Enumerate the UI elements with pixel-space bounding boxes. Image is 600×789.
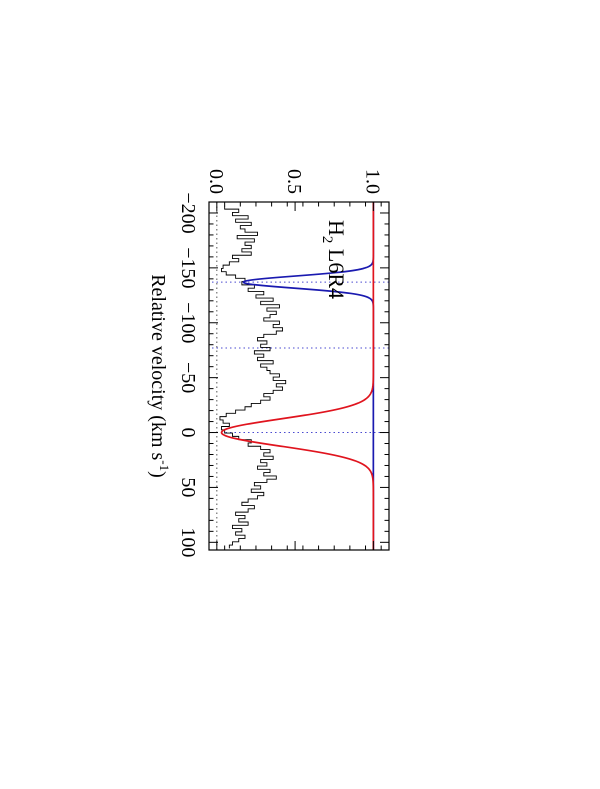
x-axis-label-close: ): [147, 471, 169, 478]
x-tick-label: 100: [177, 527, 199, 557]
y-tick-label: 1.0: [361, 169, 383, 194]
model-profile-line-1: [242, 202, 375, 550]
x-axis-label: Relative velocity (km s-1): [147, 274, 172, 478]
x-tick-label: 50: [177, 477, 199, 497]
plot-lines: [209, 202, 389, 550]
y-tick-label: 0.5: [283, 169, 305, 194]
plot-frame: [208, 201, 390, 551]
x-tick-label: −200: [177, 192, 199, 233]
annotation-subscript: 2: [319, 236, 335, 244]
x-axis-label-text: Relative velocity (km s: [147, 274, 169, 460]
rotated-plot-group: −200 −150 −100 −50 0 50 100 0.0 0.5 1.0 H2 L6R4 R…: [147, 169, 390, 557]
y-tick-label: 0.0: [205, 169, 227, 194]
annotation-main: H: [324, 220, 349, 236]
annotation-rest: L6R4: [324, 243, 349, 299]
model-profile-line-2: [220, 202, 375, 550]
x-tick-label: −150: [177, 247, 199, 288]
x-tick-label: 0: [177, 428, 199, 438]
x-tick-label: −100: [177, 302, 199, 343]
axis-ticks: [208, 201, 389, 550]
x-axis-label-sup: -1: [157, 460, 172, 471]
line-annotation: H2 L6R4: [319, 220, 349, 299]
axis-labels: −200 −150 −100 −50 0 50 100 0.0 0.5 1.0: [177, 169, 383, 557]
x-tick-label: −50: [177, 362, 199, 393]
observed-spectrum-line: [219, 205, 287, 549]
